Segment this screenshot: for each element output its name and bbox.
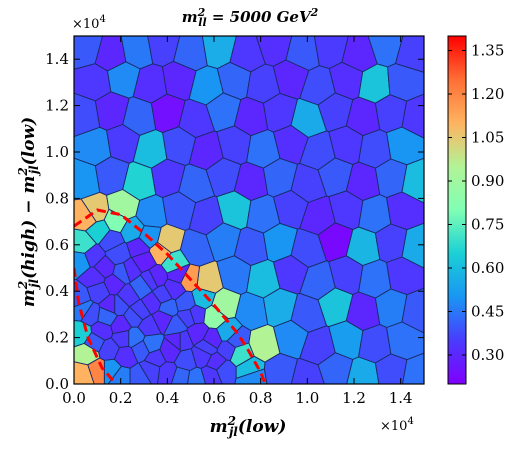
title-sub: ll (198, 16, 206, 29)
voronoi-cell (202, 327, 223, 350)
title-rest-sup: 2 (310, 6, 319, 19)
y-tick-label: 0.4 (45, 282, 69, 300)
xlabel-sup: 2 (227, 414, 236, 428)
voronoi-cell (128, 326, 146, 348)
voronoi-cell (170, 366, 191, 384)
colorbar-ticks: 0.30 0.45 0.60 0.75 0.90 1.05 1.20 1.35 (448, 42, 504, 364)
ylabel-p3: (low) (19, 117, 39, 166)
voronoi-cell (179, 329, 194, 352)
chart-title: m2 ll = 5000 GeV2 (182, 6, 319, 29)
title-rest: = 5000 GeV (207, 8, 312, 26)
colorbar-tick-label: 0.90 (471, 172, 504, 190)
colorbar (447, 35, 467, 385)
xlabel-rest: (low) (238, 417, 287, 437)
y-tick-label: 1.0 (45, 143, 69, 161)
y-tick-label: 0.8 (45, 189, 69, 207)
axis-ticks: 0.0 0.2 0.4 0.6 0.8 1.0 1.2 1.4 0.0 0.2 0.4 0.6 0.8 1… (45, 36, 424, 407)
voronoi-cell (160, 249, 191, 274)
colorbar-tick-label: 0.30 (471, 346, 504, 364)
ylabel-p1: m (19, 289, 39, 307)
ylabel-p2: (high) − m (19, 176, 39, 279)
voronoi-cell (235, 355, 266, 379)
x-offset-exp: 4 (407, 416, 413, 427)
xlabel-sub: jl (227, 425, 238, 439)
x-offset-text: ×104 (380, 416, 414, 434)
boundary-curves (74, 208, 267, 384)
x-tick-label: 0.8 (249, 389, 273, 407)
plot-frame (73, 35, 425, 385)
voronoi-cell (395, 36, 424, 73)
ylabel-p1-sup: 2 (16, 281, 30, 290)
voronoi-cell (140, 290, 162, 315)
y-tick-label: 0.0 (45, 375, 69, 393)
voronoi-cell (176, 308, 196, 329)
boundary-curve (74, 208, 267, 384)
x-tick-label: 0.4 (155, 389, 179, 407)
colorbar-tick-label: 1.20 (471, 85, 504, 103)
xlabel-base: m (210, 417, 228, 437)
y-offset-base: ×10 (72, 17, 99, 32)
voronoi-cell (402, 352, 424, 384)
y-tick-label: 0.6 (45, 236, 69, 254)
x-axis-label: m2 jl(low) (210, 414, 287, 439)
colorbar-tick-label: 0.75 (471, 216, 504, 234)
ylabel-p2-sup: 2 (16, 167, 30, 176)
voronoi-cell (200, 365, 223, 384)
voronoi-cell (174, 290, 196, 312)
y-tick-label: 1.4 (45, 50, 69, 68)
voronoi-cells (74, 36, 424, 384)
x-tick-label: 1.4 (389, 389, 413, 407)
colorbar-tick-label: 1.05 (471, 129, 504, 147)
title-sup: 2 (197, 6, 206, 19)
x-tick-label: 1.0 (295, 389, 319, 407)
colorbar-tick-label: 0.60 (471, 259, 504, 277)
y-offset-text: ×104 (72, 14, 106, 32)
y-axis-label: m2jl(high) − m2jl(low) (16, 117, 41, 307)
title-base: m (182, 8, 198, 26)
x-tick-label: 0.6 (202, 389, 226, 407)
voronoi-cell (120, 215, 145, 244)
inner-curve (74, 267, 118, 384)
voronoi-cell (114, 294, 130, 317)
y-tick-label: 0.2 (45, 329, 69, 347)
voronoi-cell (186, 322, 210, 347)
y-offset-exp: 4 (99, 14, 105, 25)
x-tick-label: 0.0 (62, 389, 86, 407)
x-tick-label: 1.2 (342, 389, 366, 407)
ylabel-p2-sub: jl (27, 165, 41, 176)
x-tick-label: 0.2 (109, 389, 133, 407)
colorbar-tick-label: 0.45 (471, 303, 504, 321)
voronoi-cell (90, 320, 114, 341)
colorbar-tick-label: 1.35 (471, 42, 504, 60)
ylabel-p1-sub: jl (27, 278, 41, 289)
y-tick-label: 1.2 (45, 97, 69, 115)
voronoi-cell (138, 360, 161, 384)
voronoi-cell (80, 301, 101, 327)
x-offset-base: ×10 (380, 419, 407, 434)
